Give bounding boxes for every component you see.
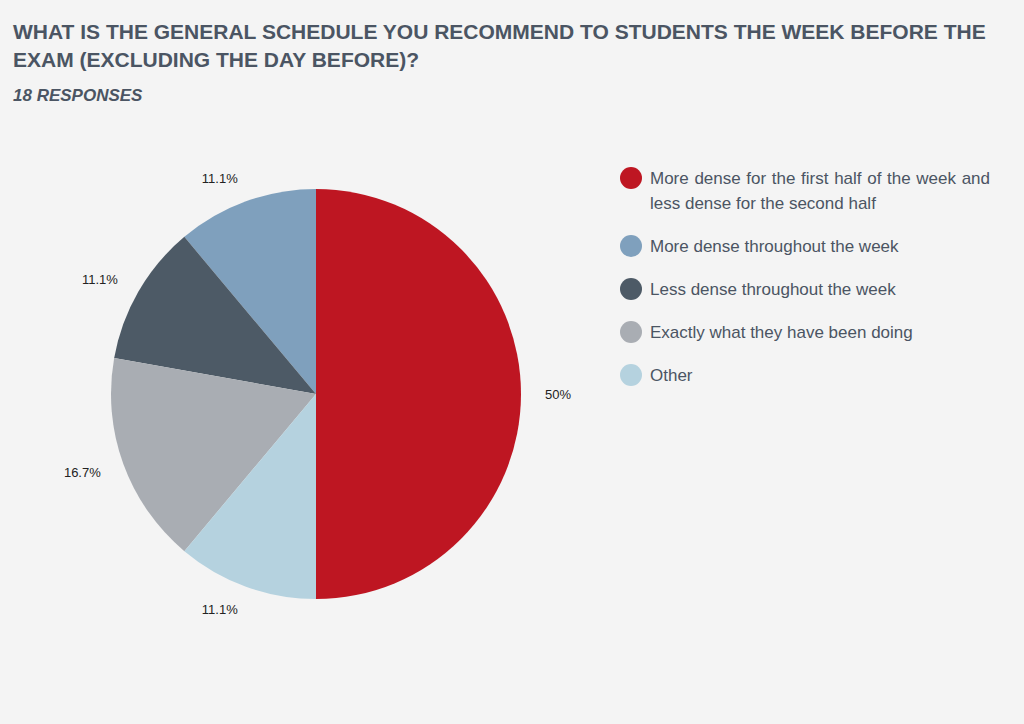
html-text:More dense for the first half: More dense for the first half of the wee… [650, 169, 990, 213]
html-text:Exactly what they have been do: Exactly what they have been doing [650, 323, 913, 342]
svg-text:50%: 50% [545, 387, 571, 402]
html-text:WHAT IS THE GENERAL SCHEDULE Y: WHAT IS THE GENERAL SCHEDULE YOU RECOMME… [13, 20, 986, 71]
html-text:Less dense throughout the week: Less dense throughout the week [650, 280, 896, 299]
html-text:Other: Other [650, 366, 693, 385]
html-text:18 RESPONSES: 18 RESPONSES [13, 86, 143, 105]
html-text:More dense throughout the week: More dense throughout the week [650, 237, 899, 256]
svg-text:16.7%: 16.7% [64, 465, 101, 480]
svg-text:11.1%: 11.1% [202, 171, 238, 186]
svg-text:11.1%: 11.1% [202, 602, 238, 617]
svg-text:11.1%: 11.1% [82, 272, 118, 287]
